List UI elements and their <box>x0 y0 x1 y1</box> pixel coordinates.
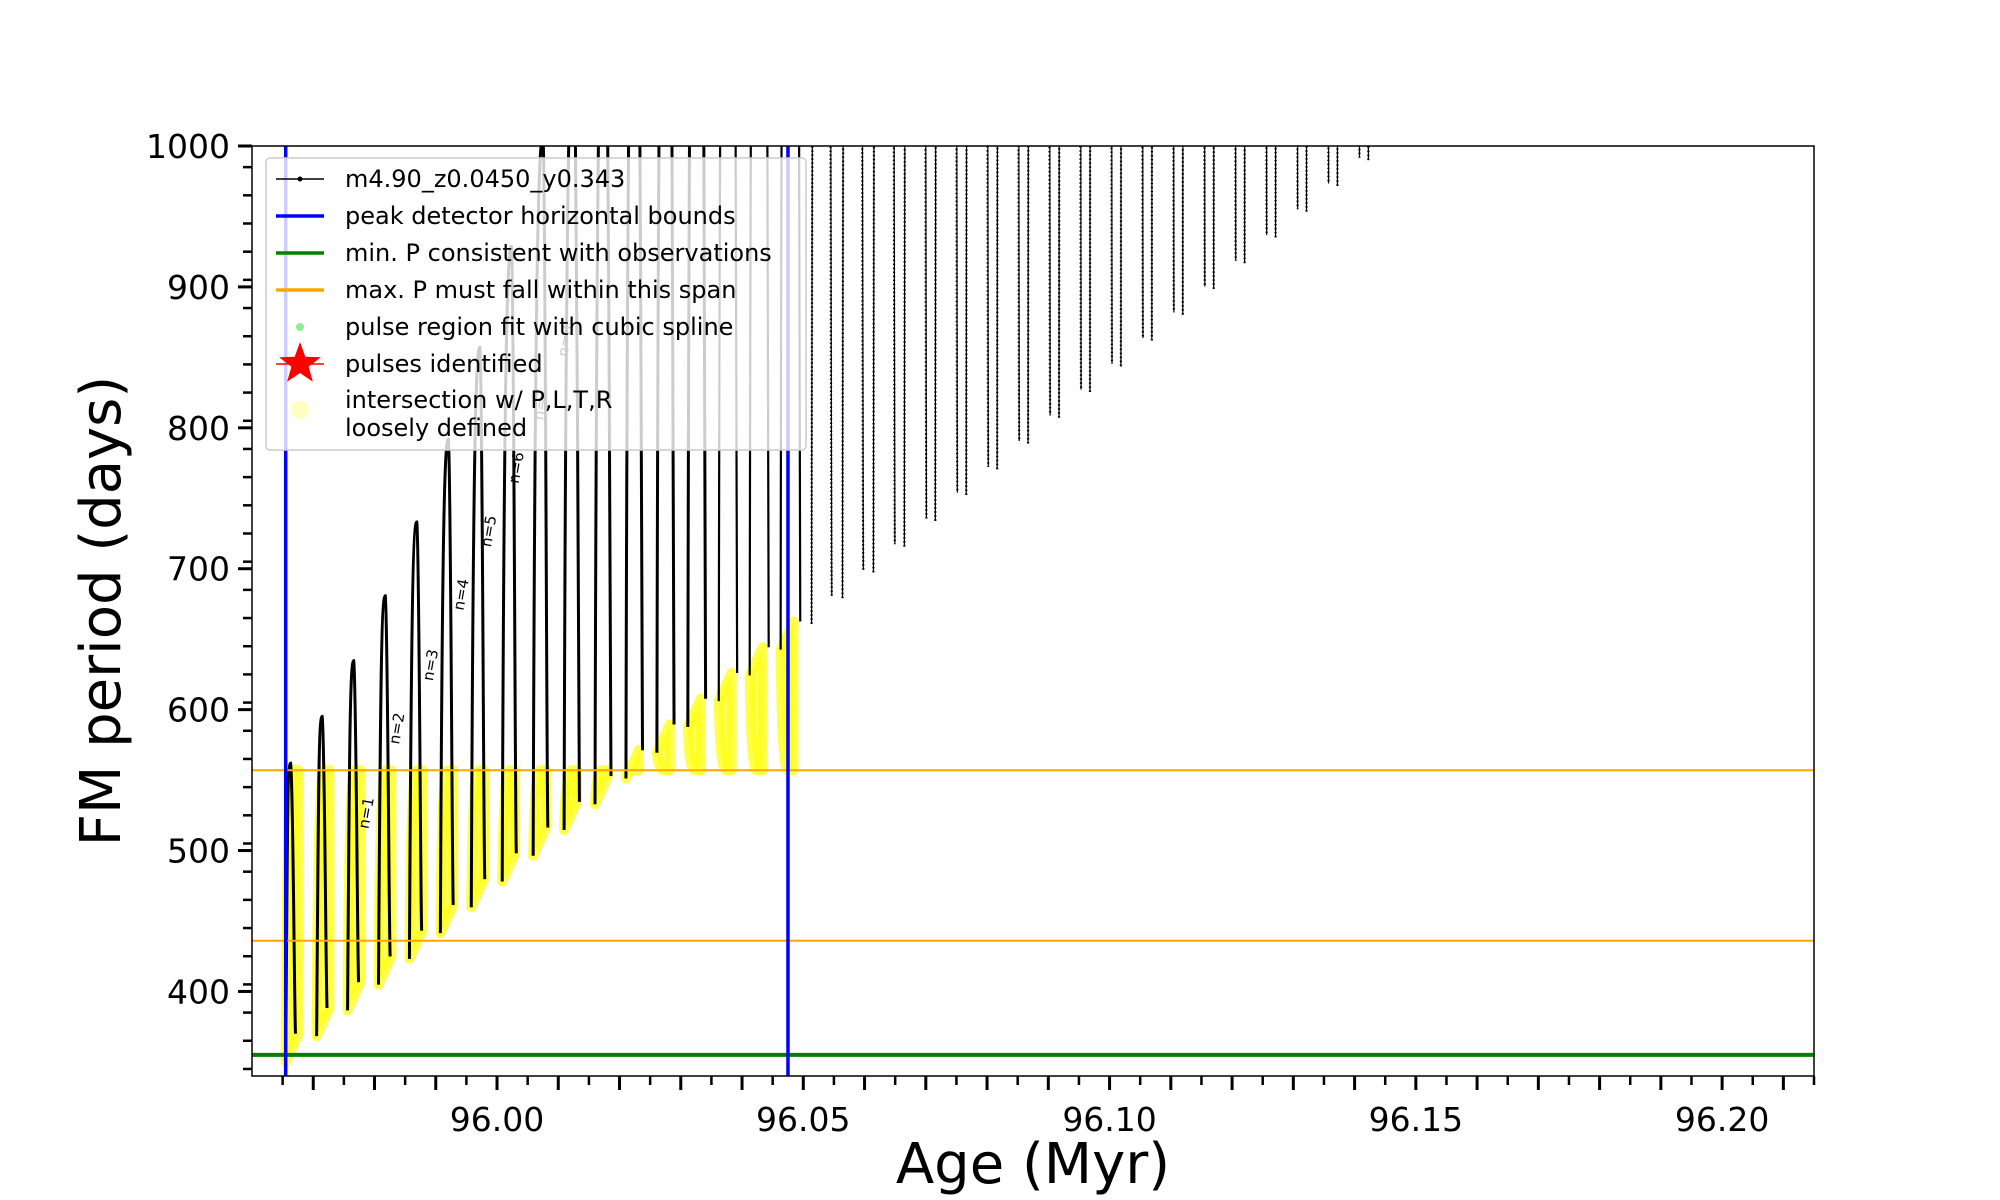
highlight-region <box>497 765 521 887</box>
legend-entry: pulses identified <box>276 342 543 382</box>
legend-entry: pulse region fit with cubic spline <box>296 313 733 341</box>
pulse-curve <box>624 146 644 779</box>
y-tick-label: 700 <box>167 550 230 589</box>
x-tick-label: 96.00 <box>450 1100 544 1139</box>
y-tick-label: 600 <box>167 691 230 730</box>
y-tick-label: 800 <box>167 409 230 448</box>
pulse-curve <box>376 594 392 985</box>
legend-label: pulse region fit with cubic spline <box>345 313 733 341</box>
pulse-label: n=5 <box>477 514 500 548</box>
highlight-region <box>744 642 768 776</box>
plot-frame <box>251 145 1815 1077</box>
highlight-region <box>713 668 737 776</box>
legend-label: loosely defined <box>345 414 527 442</box>
y-tick-label: 900 <box>167 268 230 307</box>
highlight-region <box>528 765 552 861</box>
legend-entry: peak detector horizontal bounds <box>276 202 736 230</box>
x-tick-label: 96.15 <box>1369 1100 1463 1139</box>
pulse-label: n=3 <box>419 648 442 682</box>
x-tick-label: 96.05 <box>756 1100 850 1139</box>
legend-entry: max. P must fall within this span <box>276 276 736 304</box>
legend-swatch-dot <box>291 401 309 419</box>
pulse-label: n=2 <box>385 711 408 745</box>
legend-swatch-dot <box>296 323 304 331</box>
legend-label: min. P consistent with observations <box>345 239 772 267</box>
y-tick-label: 500 <box>167 832 230 871</box>
legend-label: peak detector horizontal bounds <box>345 202 736 230</box>
y-tick-label: 400 <box>167 972 230 1011</box>
legend-entry: m4.90_z0.0450_y0.343 <box>276 165 625 193</box>
pulse-label: n=6 <box>505 451 528 485</box>
legend-label: max. P must fall within this span <box>345 276 736 304</box>
pulse-label: n=1 <box>355 796 378 830</box>
legend-label: m4.90_z0.0450_y0.343 <box>345 165 625 193</box>
y-axis-title: FM period (days) <box>69 376 134 846</box>
pulse-curve <box>315 714 329 1037</box>
pulse-curve <box>407 520 424 959</box>
legend-label: pulses identified <box>345 350 543 378</box>
plot-area: n=1n=2n=3n=4n=5n=6n=7n=8 <box>252 146 1814 1076</box>
x-tick-label: 96.20 <box>1675 1100 1769 1139</box>
x-tick-label: 96.10 <box>1062 1100 1156 1139</box>
legend-swatch-marker <box>297 176 303 182</box>
legend-label: intersection w/ P,L,T,R <box>345 386 612 414</box>
legend-entry: min. P consistent with observations <box>276 239 772 267</box>
legend-swatch-star <box>279 342 321 382</box>
axes: 96.00 96.05 96.10 96.15 96.20 400 500 600 700 800… <box>146 127 1816 1139</box>
legend-box <box>265 157 807 451</box>
pulse-curve <box>346 659 361 1011</box>
y-tick-label: 1000 <box>146 127 230 166</box>
pulse-label: n=4 <box>450 577 473 611</box>
x-axis-title: Age (Myr) <box>896 1132 1170 1197</box>
